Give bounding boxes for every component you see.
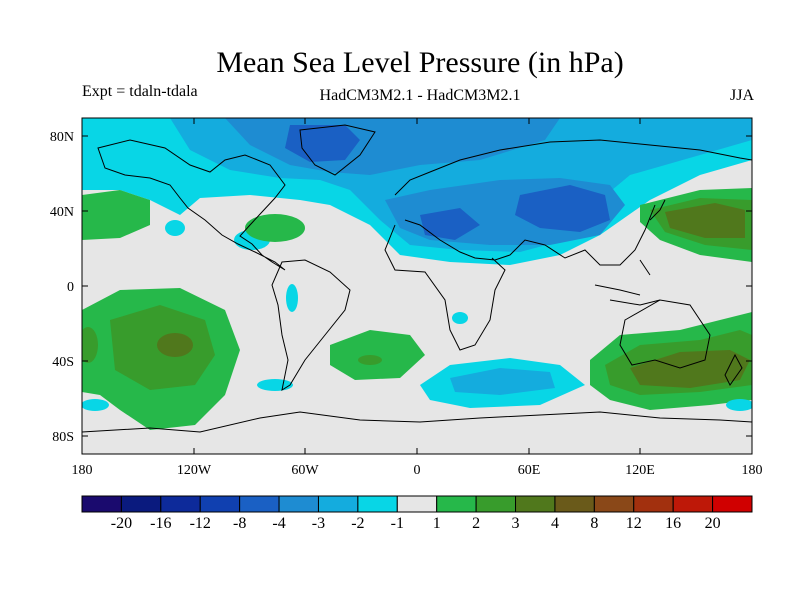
contour-epacific-green [82,190,150,240]
colorbar-label: -2 [351,515,364,532]
lat-label: 80N [50,130,74,145]
colorbar-cell [278,495,319,513]
colorbar-cell [633,495,674,513]
coast-antarctica [82,411,752,433]
contour-asia-core [515,185,610,232]
colorbar-cell [436,495,477,513]
colorbar-label: -3 [312,515,325,532]
colorbar-cell [475,495,517,513]
colorbar-cell [357,495,398,513]
colorbar-label: 3 [512,515,520,532]
lat-label: 80S [52,430,74,445]
colorbar-cell [81,495,122,513]
contour-cyan-spot-5 [257,379,293,391]
contour-natl-green [245,214,305,242]
coast-newzealand [724,353,743,386]
map-title: Mean Sea Level Pressure (in hPa) [216,46,624,79]
lat-label: 40N [50,205,74,220]
colorbar-label: -16 [150,515,171,532]
lon-label: 180 [742,463,763,478]
coast-greenland [299,124,376,176]
lon-label: 0 [414,463,421,478]
contour-mideast-core [420,208,480,240]
colorbar-label: -12 [190,515,211,532]
coast-north-america [97,139,286,271]
contour-satl-core [358,355,382,365]
contour-satl-green [330,330,425,380]
contour-cyan-spot-2 [726,399,752,411]
lon-label: 120W [177,463,212,478]
colorbar-label: 2 [472,515,480,532]
colorbar [81,495,753,513]
colorbar-label: -20 [111,515,132,532]
coast-australia [619,299,711,369]
coastlines [82,124,752,433]
colorbar-label: -1 [391,515,404,532]
colorbar-cell [396,495,438,513]
coast-eurasia-africa [384,139,752,351]
contour-spacific-left [82,327,98,363]
colorbar-cell [554,495,595,513]
colorbar-cell [160,495,201,513]
colorbar-cell [199,495,241,513]
contour-greenland-core [285,125,360,162]
lon-tick-labels: 180 120W 60W 0 60E 120E 180 [72,463,763,478]
lat-label: 0 [67,280,74,295]
colorbar-label: -4 [272,515,285,532]
colorbar-cell [317,495,359,513]
coast-indonesia [594,259,661,306]
contour-aus-core [630,350,750,388]
coast-south-america [271,259,351,392]
contour-cyan-spot-4 [452,312,468,324]
colorbar-cell [515,495,556,513]
lat-tick-marks [82,135,752,437]
contour-sindian-blue [450,368,555,395]
lon-label: 60W [291,463,319,478]
colorbar-cell [239,495,280,513]
lon-label: 60E [518,463,541,478]
colorbar-label: 16 [665,515,681,532]
colorbar-cell [120,495,162,513]
colorbar-label: 20 [705,515,721,532]
lat-tick-labels: 80N 40N 0 40S 80S [50,130,74,445]
colorbar-label: 12 [626,515,642,532]
lon-label: 120E [625,463,655,478]
colorbar-label: 8 [590,515,598,532]
contour-fields [82,118,752,454]
colorbar-label: -8 [233,515,246,532]
colorbar-cell [712,495,753,513]
colorbar-cell [672,495,714,513]
colorbar-label: 4 [551,515,559,532]
coast-japan [649,199,666,221]
lat-label: 40S [52,355,74,370]
lon-tick-marks [81,118,753,454]
contour-cyan-spot-1 [82,399,109,411]
contour-cyan-spot-3 [286,284,298,312]
contour-npacific-core [665,203,745,238]
colorbar-label: 1 [433,515,441,532]
colorbar-labels: -20 -16 -12 -8 -4 -3 -2 -1 1 2 3 4 8 12 16 20 [111,515,721,532]
model-label: HadCM3M2.1 - HadCM3M2.1 [319,87,521,104]
contour-spacific-core [157,333,193,357]
season-label: JJA [729,87,754,104]
colorbar-cell [593,495,635,513]
experiment-label: Expt = tdaln-tdala [82,83,198,100]
contour-cyan-spot-6 [165,220,185,236]
lon-label: 180 [72,463,93,478]
